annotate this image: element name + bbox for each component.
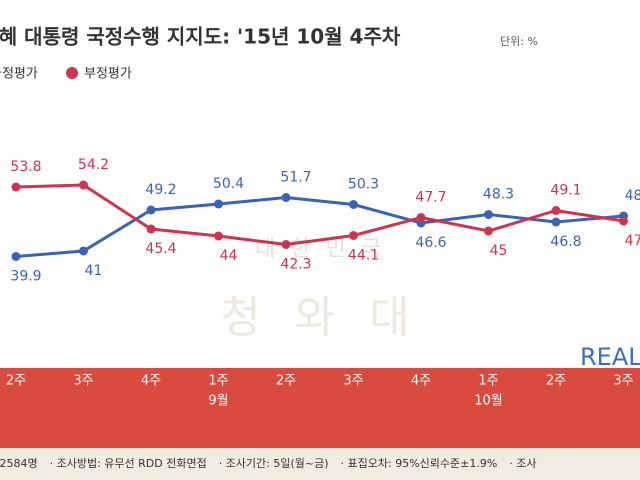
data-label: 53.8 bbox=[10, 159, 41, 175]
data-point bbox=[79, 180, 88, 190]
x-group-label: 10월 bbox=[474, 394, 503, 409]
data-label: 47 bbox=[625, 233, 640, 249]
data-label: 47.7 bbox=[415, 190, 446, 206]
data-point bbox=[79, 246, 88, 256]
watermark: 청 와 대 bbox=[220, 292, 419, 343]
legend-label: 긍정평가 bbox=[0, 67, 38, 82]
data-point bbox=[416, 213, 426, 222]
data-label: 46.8 bbox=[550, 234, 581, 250]
data-label: 49.1 bbox=[550, 183, 581, 199]
data-label: 48 bbox=[625, 188, 640, 204]
x-tick-label: 1주 bbox=[478, 374, 498, 389]
data-label: 42.3 bbox=[280, 257, 311, 273]
data-label: 50.4 bbox=[213, 176, 244, 192]
data-point bbox=[214, 199, 223, 209]
data-point bbox=[11, 182, 21, 192]
x-tick-label: 3주 bbox=[343, 374, 363, 389]
footer-text: · 표집오차: 95%신뢰수준±1.9% bbox=[341, 457, 498, 470]
data-label: 49.2 bbox=[145, 182, 176, 198]
data-label: 39.9 bbox=[10, 269, 41, 285]
unit-label: 단위: % bbox=[500, 35, 538, 48]
data-point bbox=[619, 216, 628, 226]
x-tick-label: 4주 bbox=[411, 374, 431, 389]
x-tick-label: 3주 bbox=[73, 374, 93, 389]
x-tick-label: 2주 bbox=[6, 374, 26, 389]
data-label: 54.2 bbox=[78, 157, 109, 173]
x-tick-label: 2주 bbox=[546, 374, 566, 389]
data-point bbox=[484, 226, 493, 236]
data-label: 41 bbox=[85, 263, 103, 279]
data-point bbox=[214, 231, 223, 241]
x-tick-label: 4주 bbox=[141, 374, 161, 389]
data-label: 44 bbox=[220, 248, 238, 264]
legend-label: 부정평가 bbox=[84, 67, 132, 82]
footer-text: 전국 성인 2584명 bbox=[0, 457, 38, 470]
axis-band bbox=[0, 368, 640, 448]
x-tick-label: 2주 bbox=[276, 374, 296, 389]
data-point bbox=[551, 217, 561, 227]
footer-text: · 조사기간: 5일(월~금) bbox=[219, 456, 329, 470]
data-point bbox=[281, 193, 291, 202]
footer-text: · 조사 bbox=[509, 457, 536, 470]
data-point bbox=[11, 252, 21, 261]
data-point bbox=[349, 200, 358, 209]
data-point bbox=[551, 206, 561, 215]
brand: REALMETER bbox=[580, 343, 640, 371]
x-group-label: 9월 bbox=[208, 394, 228, 409]
footer-band bbox=[0, 448, 640, 480]
data-point bbox=[281, 240, 291, 249]
data-point bbox=[349, 231, 358, 240]
data-label: 48.3 bbox=[483, 187, 514, 203]
series-line bbox=[15, 195, 624, 258]
x-tick-label: 1주 bbox=[208, 374, 228, 389]
data-label: 45 bbox=[490, 243, 508, 259]
data-point bbox=[146, 224, 156, 234]
chart-title: 박근혜 대통령 국정수행 지지도: '15년 10월 4주차 bbox=[0, 25, 401, 49]
data-point bbox=[146, 205, 156, 215]
data-label: 45.4 bbox=[145, 241, 176, 257]
series-line bbox=[15, 183, 624, 247]
data-point bbox=[484, 210, 493, 219]
data-label: 50.3 bbox=[348, 177, 379, 193]
data-label: 51.7 bbox=[280, 170, 311, 186]
data-label: 46.6 bbox=[415, 235, 446, 251]
footer-text: · 조사방법: 유무선 RDD 전화면접 bbox=[50, 457, 207, 470]
legend-marker bbox=[66, 67, 78, 79]
x-tick-label: 3주 bbox=[613, 374, 633, 389]
data-label: 44.1 bbox=[348, 248, 379, 264]
